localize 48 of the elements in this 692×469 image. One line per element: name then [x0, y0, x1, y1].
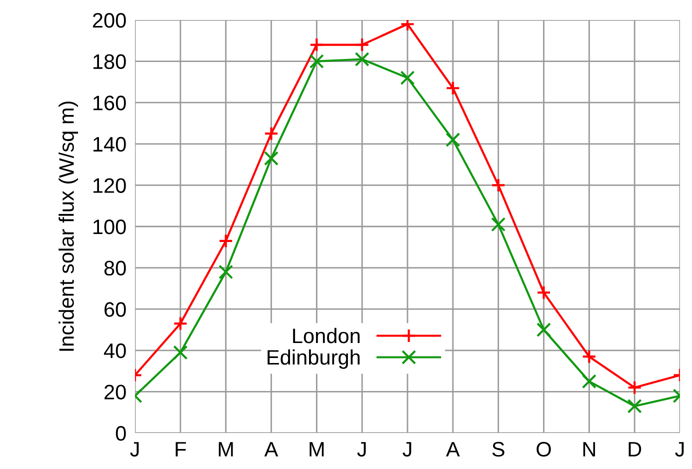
x-tick-label: F [176, 442, 186, 456]
x-tick-label: J [675, 442, 684, 457]
point [218, 264, 234, 280]
x-tick-label: D [628, 442, 642, 456]
x-tick-label: N [583, 442, 595, 456]
point [491, 217, 506, 232]
point [309, 54, 324, 69]
point [173, 316, 188, 331]
legend-label: London [293, 328, 360, 344]
y-tick-label: 200 [92, 13, 126, 28]
x-tick-label: J [402, 442, 412, 457]
y-tick-label: 80 [104, 260, 126, 276]
y-tick-label: 120 [94, 178, 126, 193]
y-tick-label: 60 [104, 302, 126, 317]
point [446, 80, 460, 96]
y-tick-label: 100 [94, 220, 126, 234]
point [536, 322, 552, 338]
point [264, 151, 279, 166]
point [627, 398, 642, 414]
point [536, 285, 552, 300]
point [309, 37, 324, 52]
x-tick-label: M [218, 442, 233, 456]
x-tick-label: A [264, 442, 278, 456]
point [173, 345, 188, 360]
point [582, 374, 596, 389]
point [218, 234, 234, 248]
point [627, 380, 642, 395]
x-tick-label: A [446, 442, 460, 456]
point [446, 132, 460, 148]
y-tick-label: 0 [116, 426, 126, 441]
x-tick-label: O [536, 442, 551, 457]
y-tick-label: 180 [94, 54, 126, 70]
y-tick-label: 160 [94, 96, 126, 110]
x-tick-label: J [357, 442, 366, 457]
point [354, 52, 370, 67]
point [491, 178, 506, 192]
x-tick-label: M [310, 442, 324, 456]
point [264, 126, 279, 141]
x-tick-label: J [130, 442, 139, 457]
point [400, 70, 415, 86]
point [354, 37, 370, 52]
point [582, 349, 596, 364]
y-tick-label: 20 [104, 384, 126, 400]
x-tick-label: S [492, 442, 504, 457]
y-axis-title: Incident solar flux (W/sq m) [58, 102, 78, 351]
y-tick-label: 40 [104, 343, 126, 358]
y-tick-label: 140 [94, 136, 126, 152]
legend-label: Edinburgh [268, 349, 360, 369]
